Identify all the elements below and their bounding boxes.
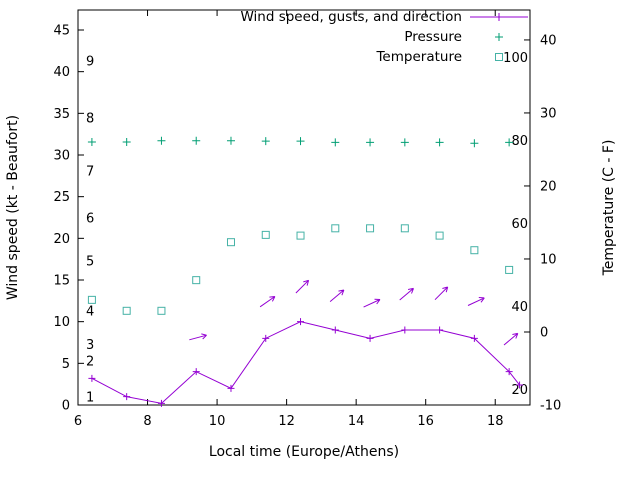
chart-text: 8 <box>143 414 151 429</box>
chart-text: 0 <box>540 325 548 340</box>
chart-text: 8 <box>86 111 94 126</box>
chart-text: 16 <box>417 414 434 429</box>
chart-text: 100 <box>503 51 528 66</box>
chart-text: 30 <box>540 106 557 121</box>
beaufort-labels: 1 2 3 4 5 6 7 8 9 <box>86 55 94 406</box>
chart-text: 5 <box>86 255 94 270</box>
chart-text: 3 <box>86 338 94 353</box>
gust-arrows <box>189 279 519 346</box>
chart-text: Pressure <box>404 29 462 45</box>
chart-text: 40 <box>511 300 528 315</box>
pressure-series <box>87 136 514 148</box>
chart-text: 9 <box>86 55 94 70</box>
chart-text: 60 <box>511 217 528 232</box>
chart-text: 45 <box>53 24 70 39</box>
chart-text: 10 <box>53 315 70 330</box>
chart-text: Wind speed, gusts, and direction <box>240 9 462 25</box>
chart-text: 1 <box>86 391 94 406</box>
chart-text: Local time (Europe/Athens) <box>209 444 399 460</box>
chart-text: 10 <box>540 252 557 267</box>
chart-text: 80 <box>511 134 528 149</box>
chart-text: 20 <box>53 232 70 247</box>
chart-text: 6 <box>86 211 94 226</box>
chart-text: Temperature (C - F) <box>601 140 617 277</box>
chart-text: 0 <box>62 399 70 414</box>
legend: Wind speed, gusts, and direction Pressure… <box>240 9 528 65</box>
right-axis: -10 0 10 20 30 40 Temperature (C - F) <box>524 33 617 414</box>
chart-text: -10 <box>540 399 561 414</box>
chart-text: 14 <box>348 414 365 429</box>
pressure-scale-labels: 100 80 60 40 20 <box>503 51 528 398</box>
chart-text: 4 <box>86 305 94 320</box>
chart-text: Temperature <box>375 49 462 65</box>
chart-text: 2 <box>86 355 94 370</box>
chart-text: 30 <box>53 149 70 164</box>
chart-text: 40 <box>53 65 70 80</box>
chart-text: 20 <box>540 179 557 194</box>
chart-text: 7 <box>86 165 94 180</box>
chart-text: 5 <box>62 357 70 372</box>
chart-text: Wind speed (kt - Beaufort) <box>5 115 21 300</box>
temperature-series <box>87 224 514 315</box>
chart-text: 40 <box>540 33 557 48</box>
chart-text: 25 <box>53 190 70 205</box>
chart-text: 15 <box>53 274 70 289</box>
left-axis: 0 5 10 15 20 25 30 35 40 45 Wind speed (kt - Beauf… <box>5 24 84 414</box>
plot-border <box>77 9 531 406</box>
chart-text: 18 <box>487 414 504 429</box>
chart-text: 10 <box>209 414 226 429</box>
chart-text: 35 <box>53 107 70 122</box>
chart-text: 20 <box>511 383 528 398</box>
chart-text: 12 <box>278 414 295 429</box>
wind-series <box>88 318 524 407</box>
chart-text: 6 <box>74 414 82 429</box>
